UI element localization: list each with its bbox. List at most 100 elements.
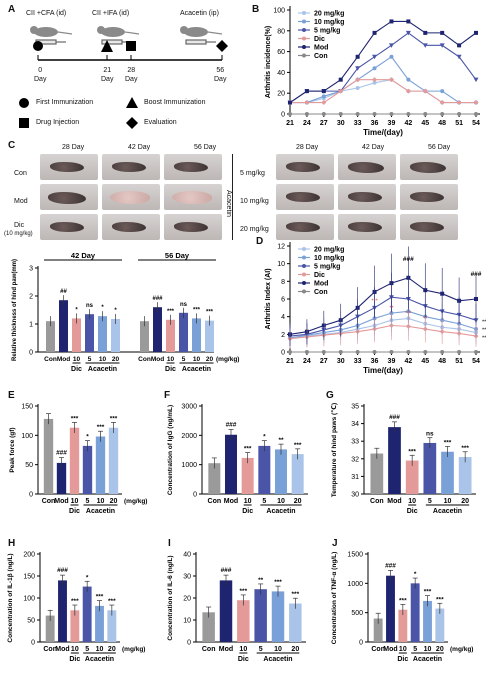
legend-marker xyxy=(302,255,306,260)
x-tick-label: Con xyxy=(208,498,222,505)
y-tick-label: 20 xyxy=(277,91,285,98)
data-point xyxy=(440,30,445,35)
y-tick-label: 60 xyxy=(277,49,285,56)
photo-5mg-42 xyxy=(338,154,396,180)
bar xyxy=(271,591,285,642)
significance-mark: ### xyxy=(471,271,482,278)
y-tick-label: 500 xyxy=(351,610,363,617)
x-tick-label: Con xyxy=(370,498,384,505)
step-label-3: Acacetin (ip) xyxy=(180,10,219,17)
x-tick-label: 33 xyxy=(354,120,362,127)
bar xyxy=(59,300,68,352)
day-21-label: 21 Day xyxy=(101,67,114,83)
x-axis-label: Time/(day) xyxy=(363,366,403,375)
panel-label-d: D xyxy=(256,236,264,247)
significance-mark: *** xyxy=(274,579,282,586)
photo-5mg-56 xyxy=(400,154,458,180)
significance-mark: *** xyxy=(461,445,469,452)
y-tick-label: 0 xyxy=(29,350,33,357)
group-label: Dic xyxy=(69,656,80,663)
x-tick-label: Con xyxy=(202,646,216,653)
bar xyxy=(289,603,302,642)
bar xyxy=(108,427,119,494)
photo-mod-42 xyxy=(102,184,160,210)
photo-10mg-28 xyxy=(276,184,334,210)
significance-mark: * xyxy=(263,434,266,441)
x-tick-label: 39 xyxy=(388,358,396,365)
significance-mark: *** xyxy=(110,415,118,422)
x-tick-label: 54 xyxy=(472,358,480,365)
legend-marker xyxy=(302,272,306,277)
time-header-42-left: 42 Day xyxy=(128,144,151,151)
legend-marker xyxy=(302,289,306,294)
photo-10mg-42 xyxy=(338,184,396,210)
group-header: 56 Day xyxy=(165,251,190,260)
data-point xyxy=(405,30,411,36)
y-axis-label: Temperature of hind paws (℃) xyxy=(330,403,338,497)
first-immunization-marker xyxy=(33,41,43,51)
data-point xyxy=(288,100,292,105)
x-tick-label: Con xyxy=(138,356,151,363)
series-line xyxy=(289,32,477,104)
data-point xyxy=(406,112,411,116)
photo-dic-28 xyxy=(40,214,98,240)
data-point xyxy=(355,77,361,83)
significance-mark: ### xyxy=(152,296,163,302)
row-label-10mg: 10 mg/kg xyxy=(240,198,269,205)
x-tick-label: 10 xyxy=(424,646,432,653)
time-header-28-right: 28 Day xyxy=(296,144,319,151)
data-point xyxy=(355,112,360,116)
bar xyxy=(192,318,201,352)
photo-grid: 28 Day 42 Day 56 Day 28 Day 42 Day 56 Da… xyxy=(0,140,488,250)
series-line xyxy=(289,20,477,104)
x-tick-label: 10 xyxy=(239,646,247,653)
group-label: Acacetin xyxy=(433,508,462,515)
data-point xyxy=(388,77,394,83)
legend-marker xyxy=(302,36,306,41)
chart-paw-thickness: 0 1 2 3 Relative thickness of hind paw(mm) 42… xyxy=(12,251,239,373)
legend-label: Dic xyxy=(314,272,325,279)
data-point xyxy=(423,112,428,116)
significance-mark: *** xyxy=(408,448,416,455)
x-tick-label: 51 xyxy=(455,120,463,127)
data-point xyxy=(304,100,310,106)
x-tick-label: 5 xyxy=(428,498,432,505)
data-point xyxy=(405,88,411,94)
y-tick-label: 0 xyxy=(359,640,363,647)
series-line xyxy=(289,296,477,337)
syringe-icon-3 xyxy=(185,39,216,45)
y-tick-label: 20 xyxy=(183,596,191,603)
group-label: Dic xyxy=(165,366,176,373)
series-line xyxy=(289,310,477,339)
y-tick-label: 0 xyxy=(193,492,197,499)
group-label: Acacetin xyxy=(182,366,211,373)
significance-mark: ### xyxy=(385,562,396,569)
data-point xyxy=(304,89,309,94)
data-point xyxy=(321,100,327,106)
drug-injection-marker xyxy=(126,41,136,51)
significance-mark: *** xyxy=(71,415,79,422)
x-tick-label: 5 xyxy=(182,356,186,363)
x-tick-label: Mod xyxy=(57,356,70,363)
legend-first-immunization: First Immunization xyxy=(36,99,94,106)
bar xyxy=(140,321,149,352)
series-line xyxy=(290,79,476,104)
data-point xyxy=(406,77,411,82)
data-point xyxy=(439,43,445,48)
legend-marker xyxy=(302,247,306,251)
significance-mark: *** xyxy=(193,307,201,313)
significance-mark: *** xyxy=(399,597,407,604)
day-28-label: 28 Day xyxy=(125,67,138,83)
y-tick-label: 50 xyxy=(27,618,35,625)
y-tick-label: 30 xyxy=(183,574,191,581)
significance-mark: *** xyxy=(292,591,300,598)
chart-temperature: 30 31 32 33 34 35 Temperature of hind paws (℃)… xyxy=(330,403,476,515)
significance-mark: ## xyxy=(60,289,67,295)
y-axis-label: Concentration of IL-6 (ng/L) xyxy=(167,555,174,640)
y-axis-label: Concentration of TNF-α (ng/L) xyxy=(331,552,338,644)
bar xyxy=(373,618,383,642)
significance-mark: * xyxy=(414,571,417,578)
x-tick-label: 24 xyxy=(303,358,311,365)
significance-mark: ### xyxy=(57,567,68,574)
